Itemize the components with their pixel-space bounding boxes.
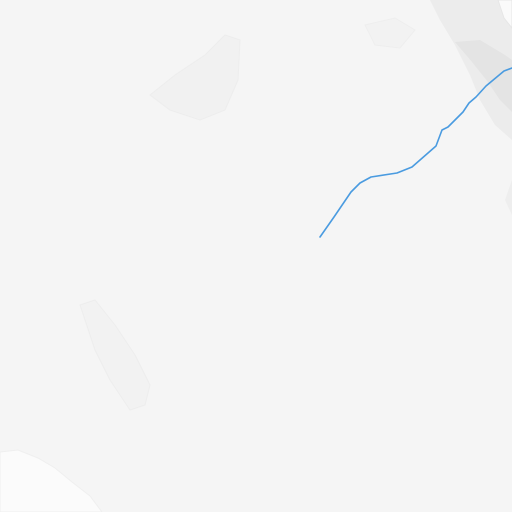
urban-area-edge <box>497 0 512 29</box>
urban-area-layer <box>430 0 512 215</box>
urban-area-outer <box>430 0 512 140</box>
terrain-patch-ridge <box>79 299 151 411</box>
terrain-patch-ne-small <box>364 17 416 49</box>
urban-area-right-fringe <box>505 180 512 215</box>
terrain-layer <box>79 17 416 411</box>
snowfield-area <box>0 449 103 512</box>
urban-area-inner <box>455 40 512 112</box>
waterway-stream[interactable] <box>319 67 512 238</box>
terrain-patch-north <box>149 34 241 121</box>
